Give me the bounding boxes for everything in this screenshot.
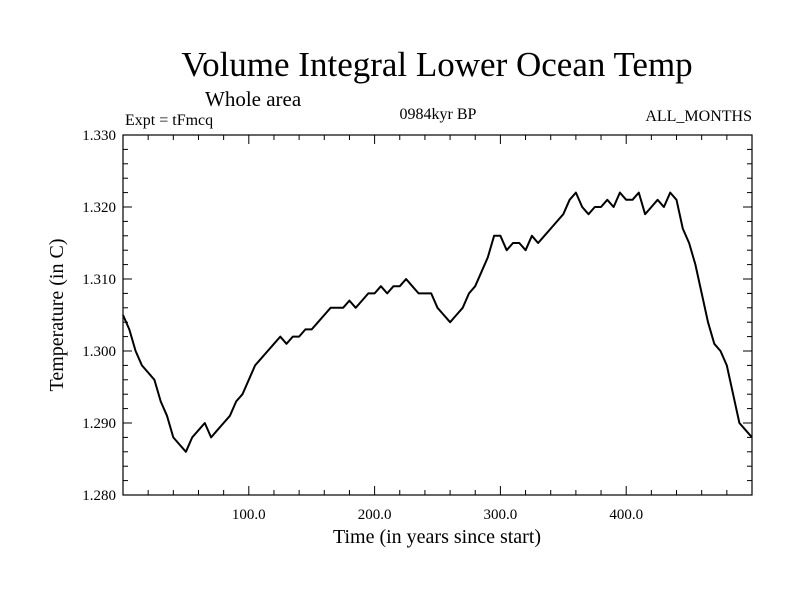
y-tick-label: 1.290 (82, 416, 116, 432)
series-line (122, 191, 753, 453)
experiment-label: Expt = tFmcq (125, 112, 213, 129)
y-tick-label: 1.280 (82, 488, 116, 504)
y-axis-title: Temperature (in C) (46, 239, 68, 392)
period-label: 0984kyr BP (400, 106, 477, 123)
x-axis: 100.0 200.0 300.0 400.0 (147, 135, 728, 523)
x-axis-title: Time (in years since start) (333, 526, 541, 548)
y-tick-label: 1.330 (82, 128, 116, 144)
x-tick-label: 200.0 (358, 507, 392, 523)
x-tick-label: 300.0 (484, 507, 518, 523)
x-tick-label: 400.0 (609, 507, 643, 523)
x-tick-label: 100.0 (232, 507, 266, 523)
y-tick-label: 1.310 (82, 272, 116, 288)
months-label: ALL_MONTHS (645, 108, 752, 125)
plot-frame (122, 134, 753, 496)
y-tick-label: 1.320 (82, 200, 116, 216)
y-tick-label: 1.300 (82, 344, 116, 360)
chart-title: Volume Integral Lower Ocean Temp (181, 45, 692, 84)
chart-subtitle: Whole area (205, 87, 302, 111)
